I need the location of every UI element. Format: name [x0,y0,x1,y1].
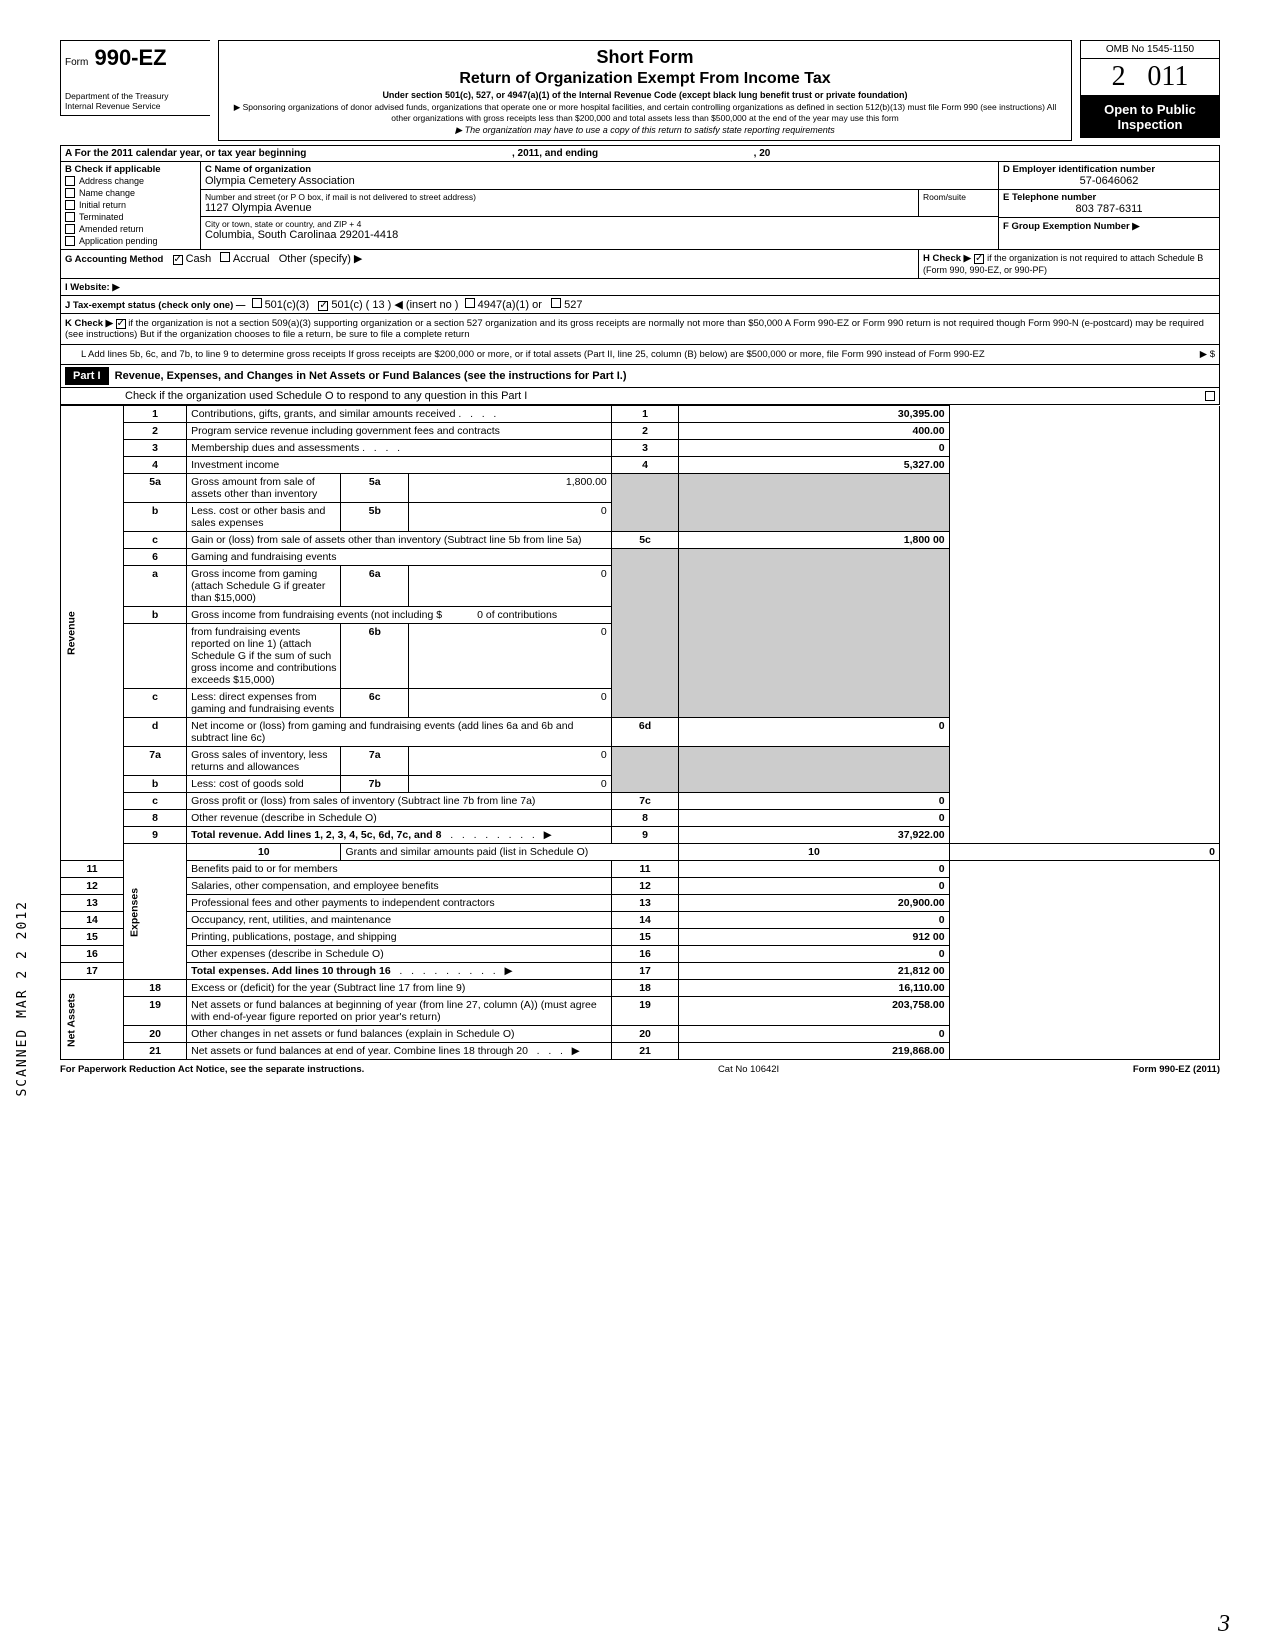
part1-label: Part I [65,367,109,385]
form-header: Form 990-EZ Department of the Treasury I… [60,40,1220,141]
cb-k-check[interactable] [116,319,126,329]
section-b-checkboxes: B Check if applicable Address change Nam… [61,162,201,249]
entity-info-section: A For the 2011 calendar year, or tax yea… [60,145,1220,314]
footer-center: Cat No 10642I [718,1064,779,1075]
line-a-mid: , 2011, and ending [512,148,598,159]
form-right-box: OMB No 1545-1150 2⃝2011011 Open to Publi… [1080,40,1220,138]
org-name: Olympia Cemetery Association [205,175,994,187]
h-label: H Check ▶ [923,253,971,264]
form-number: 990-EZ [94,45,166,70]
note-copy: ▶ The organization may have to use a cop… [227,125,1063,136]
d-label: D Employer identification number [1003,164,1215,175]
cb-501c3[interactable] [252,298,262,308]
dept-treasury: Department of the Treasury [65,91,206,101]
cb-address-change[interactable] [65,176,75,186]
part1-table: Revenue 1Contributions, gifts, grants, a… [60,405,1220,1060]
side-expenses: Expenses [124,844,187,980]
side-revenue: Revenue [61,406,124,861]
cb-527[interactable] [551,298,561,308]
cb-501c[interactable] [318,301,328,311]
page-footer: For Paperwork Reduction Act Notice, see … [60,1060,1220,1075]
note-sponsoring: ▶ Sponsoring organizations of donor advi… [227,102,1063,123]
section-l: L Add lines 5b, 6c, and 7b, to line 9 to… [60,345,1220,365]
irs-label: Internal Revenue Service [65,101,206,111]
cb-amended[interactable] [65,224,75,234]
g-label: G Accounting Method [65,254,163,265]
f-label: F Group Exemption Number ▶ [1003,221,1140,232]
c-label: C Name of organization [205,164,994,175]
page-number: 3 [1218,1611,1230,1638]
j-label: J Tax-exempt status (check only one) — [65,300,245,311]
line-a-begin: A For the 2011 calendar year, or tax yea… [65,148,306,159]
omb-number: OMB No 1545-1150 [1080,40,1220,59]
footer-left: For Paperwork Reduction Act Notice, see … [60,1064,364,1075]
i-label: I Website: ▶ [65,282,120,293]
cb-name-change[interactable] [65,188,75,198]
city-label: City or town, state or country, and ZIP … [205,219,994,229]
e-label: E Telephone number [1003,192,1215,203]
form-left-box: Form 990-EZ Department of the Treasury I… [60,40,210,116]
ein-value: 57-0646062 [1003,175,1215,187]
part1-title: Revenue, Expenses, and Changes in Net As… [115,370,627,382]
cb-schedule-b[interactable] [974,254,984,264]
part1-check-row: Check if the organization used Schedule … [60,388,1220,405]
cb-cash[interactable] [173,255,183,265]
side-netassets: Net Assets [61,980,124,1060]
footer-right: Form 990-EZ (2011) [1133,1064,1220,1075]
form-center-box: Short Form Return of Organization Exempt… [218,40,1072,141]
subtitle: Under section 501(c), 527, or 4947(a)(1)… [227,90,1063,100]
cb-terminated[interactable] [65,212,75,222]
street-label: Number and street (or P O box, if mail i… [205,192,914,202]
open-inspection: Open to Public Inspection [1080,96,1220,138]
scanned-stamp: SCANNED MAR 2 2 2012 [15,900,30,1097]
room-suite-label: Room/suite [918,190,998,216]
cb-initial-return[interactable] [65,200,75,210]
form-prefix: Form [65,57,88,68]
line-a-end: , 20 [754,148,771,159]
cb-schedule-o[interactable] [1205,391,1215,401]
part1-header-row: Part I Revenue, Expenses, and Changes in… [60,365,1220,388]
tax-year: 2⃝2011011 [1080,59,1220,96]
section-k: K Check ▶ if the organization is not a s… [60,314,1220,345]
title-short-form: Short Form [227,47,1063,68]
street-value: 1127 Olympia Avenue [205,202,914,214]
title-return: Return of Organization Exempt From Incom… [227,70,1063,88]
cb-app-pending[interactable] [65,236,75,246]
phone-value: 803 787-6311 [1003,203,1215,215]
cb-4947[interactable] [465,298,475,308]
city-value: Columbia, South Carolinaa 29201-4418 [205,229,994,241]
cb-accrual[interactable] [220,252,230,262]
